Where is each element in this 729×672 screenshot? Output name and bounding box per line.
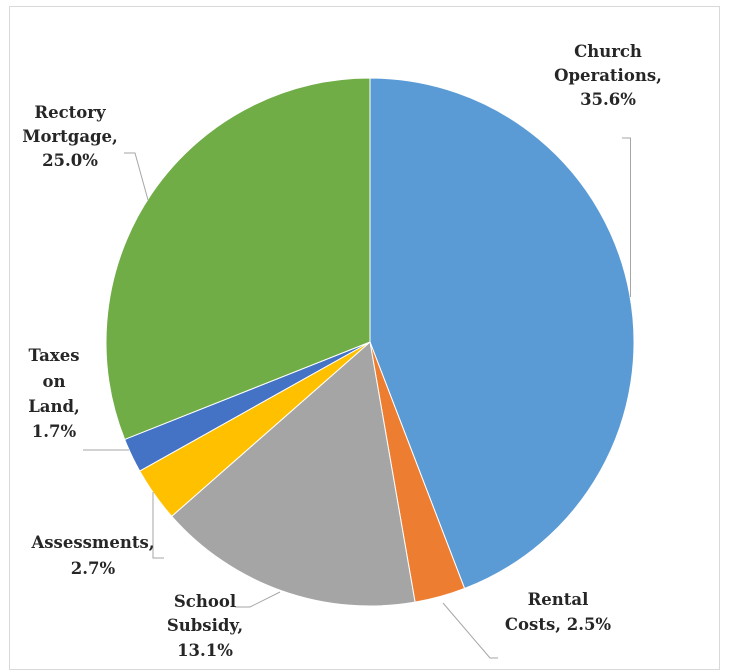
leader-line-school-subsidy	[235, 591, 281, 608]
slice-label-church-operations: Church Operations, 35.6%	[554, 42, 662, 109]
leader-line-rental-costs	[442, 602, 498, 659]
pie-slice-church-operations	[369, 77, 635, 590]
slice-label-rental-costs: Rental Costs, 2.5%	[505, 590, 612, 634]
slice-label-line: Assessments,	[30, 533, 154, 552]
slice-label-assessments: Assessments, 2.7%	[30, 533, 154, 578]
slice-label-line: 25.0%	[42, 151, 98, 170]
slice-label-line: Church	[574, 42, 642, 61]
slice-label-line: 13.1%	[177, 641, 233, 660]
slice-label-line: Rectory	[34, 103, 106, 122]
slice-labels: Church Operations, 35.6% Rental Costs, 2.5% S…	[22, 42, 662, 660]
slice-label-line: Taxes	[28, 346, 79, 365]
slice-label-line: 35.6%	[580, 90, 636, 109]
leader-line-church-operations	[622, 137, 631, 297]
leader-lines	[83, 137, 631, 659]
slice-label-rectory-mortgage: Rectory Mortgage, 25.0%	[22, 103, 118, 170]
slice-label-school-subsidy: School Subsidy, 13.1%	[167, 592, 243, 660]
slice-label-line: Costs, 2.5%	[505, 615, 612, 634]
slice-label-line: Subsidy,	[167, 616, 243, 635]
slice-label-line: School	[174, 592, 236, 611]
slice-label-line: 1.7%	[32, 422, 77, 441]
slice-label-line: Mortgage,	[22, 127, 118, 146]
pie-slice-rectory-mortgage	[105, 77, 371, 441]
leader-line-rectory-mortgage	[124, 152, 149, 201]
slice-label-line: Land,	[28, 397, 80, 416]
slice-label-line: Rental	[528, 590, 589, 609]
pie-slice-school-subsidy	[171, 341, 416, 607]
slice-label-line: on	[42, 372, 65, 391]
pie-slices	[105, 77, 635, 607]
leader-line-assessments	[152, 492, 164, 559]
slice-label-line: 2.7%	[71, 559, 116, 578]
slice-label-line: Operations,	[554, 66, 662, 85]
slice-label-taxes-on-land: Taxes on Land, 1.7%	[28, 346, 80, 441]
